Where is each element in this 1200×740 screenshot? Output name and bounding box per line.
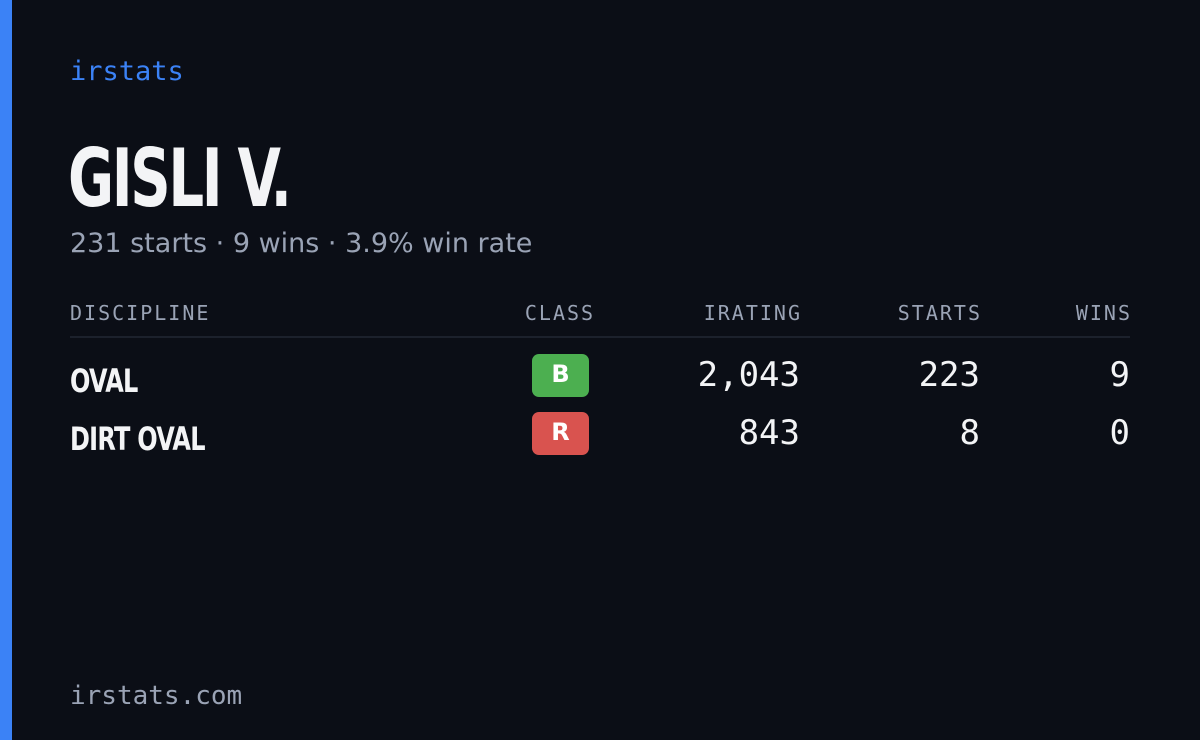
wins-value: 9 xyxy=(1109,355,1130,395)
column-header: WINS xyxy=(1075,301,1132,325)
starts-value: 223 xyxy=(918,355,980,395)
driver-name: GISLI V. xyxy=(68,132,292,225)
brand: irstats xyxy=(70,56,184,87)
column-header: STARTS xyxy=(897,301,982,325)
wins-value: 0 xyxy=(1109,413,1130,453)
discipline: OVAL xyxy=(70,362,138,400)
irating-value: 843 xyxy=(738,413,800,453)
column-header: CLASS xyxy=(524,301,596,325)
accent-bar xyxy=(0,0,12,740)
column-header: IRATING xyxy=(703,301,802,325)
column-header: DISCIPLINE xyxy=(70,301,211,325)
starts-value: 8 xyxy=(959,413,980,453)
irating-value: 2,043 xyxy=(697,355,800,395)
summary: 231 starts · 9 wins · 3.9% win rate xyxy=(70,228,533,259)
class-badge: R xyxy=(532,412,589,455)
discipline: DIRT OVAL xyxy=(70,420,206,458)
class-badge: B xyxy=(532,354,589,397)
divider xyxy=(70,336,1130,338)
footer-site: irstats.com xyxy=(70,681,243,711)
